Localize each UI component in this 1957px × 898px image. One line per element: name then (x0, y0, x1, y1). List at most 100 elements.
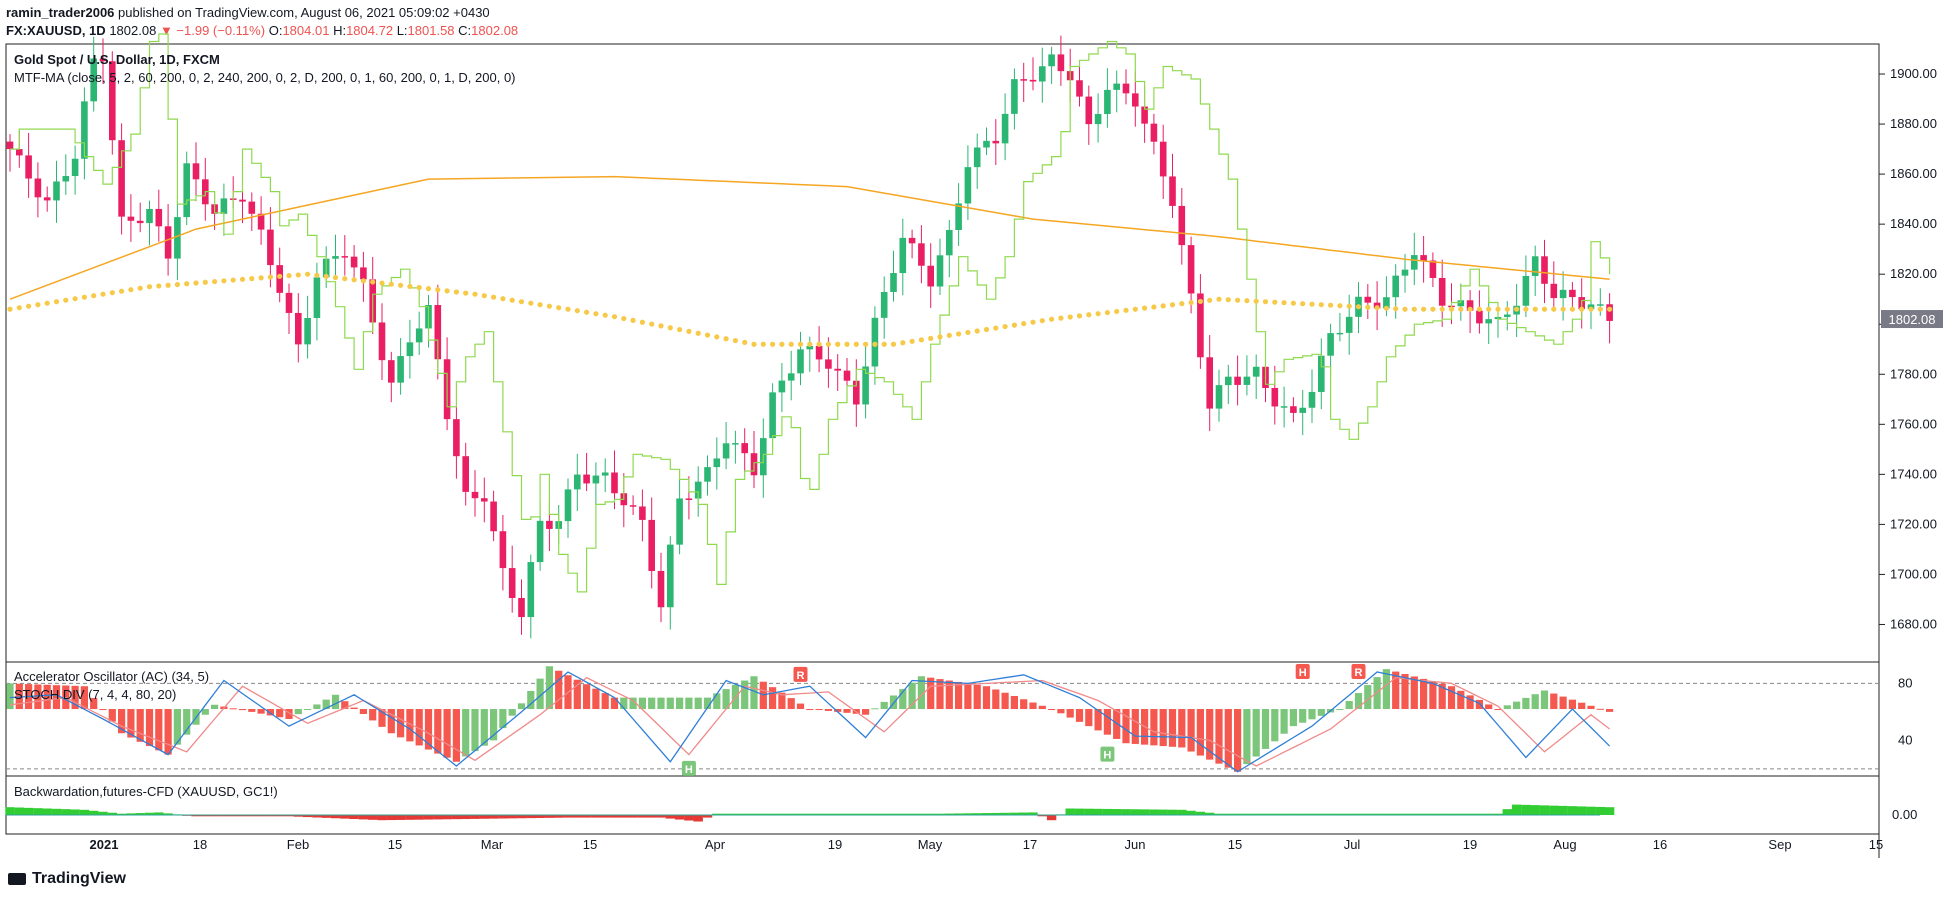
candle-body[interactable] (1104, 89, 1111, 115)
candle-body[interactable] (676, 498, 683, 545)
candle-body[interactable] (1169, 176, 1176, 206)
candle-body[interactable] (1085, 96, 1093, 125)
candle-body[interactable] (81, 101, 88, 159)
candle-body[interactable] (1206, 357, 1213, 409)
candle-body[interactable] (983, 140, 990, 148)
backwardation-pane[interactable]: 0.00 (5, 804, 1917, 822)
candle-body[interactable] (667, 544, 674, 608)
candle-body[interactable] (1178, 205, 1186, 246)
candle-body[interactable] (1159, 141, 1167, 177)
candle-body[interactable] (1011, 79, 1018, 114)
candle-body[interactable] (1383, 297, 1390, 309)
candle-body[interactable] (350, 256, 358, 268)
candle-body[interactable] (34, 178, 42, 198)
candle-body[interactable] (527, 562, 535, 618)
candle-body[interactable] (862, 366, 869, 405)
candle-body[interactable] (118, 140, 125, 217)
candle-body[interactable] (1429, 260, 1437, 278)
candle-body[interactable] (890, 273, 897, 292)
candle-body[interactable] (955, 203, 962, 231)
candle-body[interactable] (722, 443, 730, 459)
candle-body[interactable] (127, 216, 135, 221)
candle-body[interactable] (1057, 54, 1065, 72)
candle-body[interactable] (1252, 366, 1260, 377)
candle-body[interactable] (71, 158, 79, 177)
candle-body[interactable] (471, 491, 479, 499)
candle-body[interactable] (936, 255, 944, 287)
candle-body[interactable] (174, 217, 181, 259)
candle-body[interactable] (1001, 113, 1009, 144)
candle-body[interactable] (629, 505, 637, 507)
candle-body[interactable] (6, 141, 14, 150)
candle-body[interactable] (648, 519, 655, 571)
candle-body[interactable] (685, 498, 693, 500)
candle-body[interactable] (704, 467, 711, 482)
candle-body[interactable] (1420, 255, 1427, 261)
candle-body[interactable] (1336, 332, 1344, 335)
candle-body[interactable] (592, 475, 600, 484)
candle-body[interactable] (787, 373, 795, 381)
candle-body[interactable] (378, 322, 386, 361)
divergence-marker[interactable]: H (1100, 746, 1115, 762)
candle-body[interactable] (1039, 66, 1046, 82)
candle-body[interactable] (25, 155, 32, 179)
candle-body[interactable] (415, 328, 423, 343)
candle-body[interactable] (1132, 93, 1139, 107)
candle-body[interactable] (341, 256, 349, 258)
candle-body[interactable] (918, 243, 925, 266)
candle-body[interactable] (1411, 255, 1418, 270)
candle-body[interactable] (1113, 83, 1120, 90)
candle-body[interactable] (183, 163, 190, 218)
candle-body[interactable] (1215, 385, 1223, 409)
candle-body[interactable] (481, 498, 488, 502)
candle-body[interactable] (611, 472, 618, 494)
candle-body[interactable] (797, 349, 804, 374)
candle-body[interactable] (1401, 269, 1409, 276)
candle-body[interactable] (164, 226, 172, 259)
candle-body[interactable] (778, 380, 786, 393)
candle-body[interactable] (899, 237, 907, 274)
candle-body[interactable] (267, 229, 274, 266)
candle-body[interactable] (1094, 114, 1102, 125)
candle-body[interactable] (1476, 310, 1483, 324)
divergence-marker[interactable]: H (681, 760, 696, 776)
candle-body[interactable] (99, 58, 107, 62)
candle-body[interactable] (109, 61, 116, 141)
author-name[interactable]: ramin_trader2006 (6, 5, 115, 20)
candle-body[interactable] (583, 474, 590, 484)
candle-body[interactable] (1606, 304, 1613, 321)
candle-body[interactable] (146, 208, 153, 224)
candle-body[interactable] (313, 277, 321, 319)
candle-body[interactable] (1243, 376, 1251, 385)
candle-body[interactable] (880, 291, 888, 318)
candle-body[interactable] (155, 208, 163, 227)
candle-body[interactable] (508, 568, 516, 598)
candle-body[interactable] (694, 481, 702, 499)
candle-body[interactable] (360, 267, 367, 280)
candle-body[interactable] (1234, 376, 1241, 385)
candle-body[interactable] (908, 237, 916, 244)
candle-body[interactable] (1150, 123, 1158, 142)
candle-body[interactable] (304, 318, 311, 345)
candle-body[interactable] (946, 230, 953, 256)
candle-body[interactable] (536, 520, 544, 563)
candle-body[interactable] (1345, 316, 1353, 333)
candle-body[interactable] (1197, 293, 1204, 358)
candle-body[interactable] (53, 181, 60, 201)
candle-body[interactable] (295, 312, 302, 345)
candle-body[interactable] (285, 292, 293, 313)
candle-body[interactable] (1541, 256, 1548, 284)
divergence-marker[interactable]: H (1295, 663, 1310, 679)
candle-body[interactable] (713, 458, 721, 468)
candle-body[interactable] (964, 167, 972, 204)
candle-body[interactable] (332, 256, 339, 259)
candle-body[interactable] (1299, 407, 1306, 413)
candle-body[interactable] (239, 199, 246, 202)
candle-body[interactable] (1290, 406, 1297, 413)
candle-body[interactable] (1225, 376, 1232, 386)
candle-body[interactable] (1308, 391, 1316, 408)
candle-body[interactable] (90, 58, 97, 102)
candle-body[interactable] (1531, 256, 1539, 276)
candle-body[interactable] (546, 520, 553, 529)
candle-body[interactable] (1597, 304, 1604, 306)
